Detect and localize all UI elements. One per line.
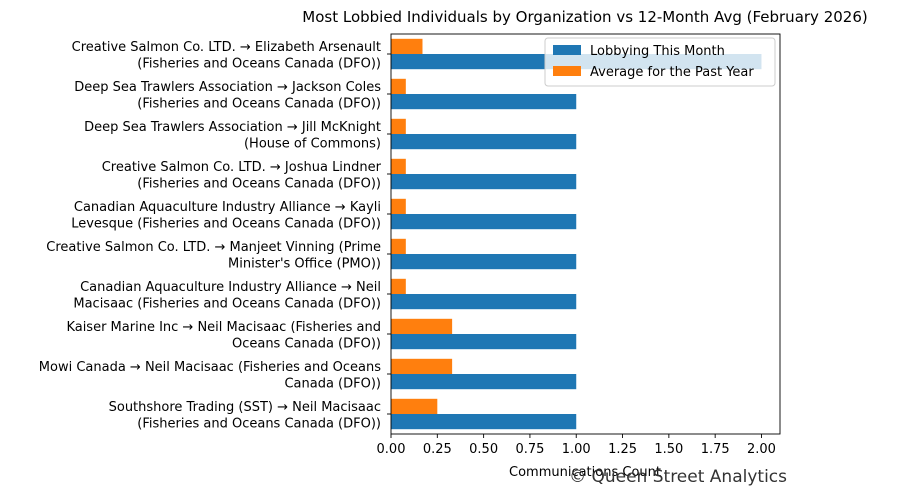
y-tick-label-line: Levesque (Fisheries and Oceans Canada (D…	[71, 217, 381, 232]
y-tick-label: Kaiser Marine Inc → Neil Macisaac (Fishe…	[66, 320, 381, 352]
bar-average	[391, 118, 406, 134]
bar-this-month	[391, 254, 577, 270]
x-tick-label: 2.00	[747, 442, 776, 457]
y-tick-label: Creative Salmon Co. LTD. → Manjeet Vinni…	[46, 240, 381, 272]
y-tick-label-line: Kaiser Marine Inc → Neil Macisaac (Fishe…	[66, 320, 381, 335]
bar-this-month	[391, 134, 577, 150]
bar-average	[391, 38, 423, 54]
y-tick-label-line: (Fisheries and Oceans Canada (DFO))	[137, 97, 381, 112]
y-tick-label-line: Mowi Canada → Neil Macisaac (Fisheries a…	[39, 360, 381, 375]
bar-average	[391, 238, 406, 254]
chart-title: Most Lobbied Individuals by Organization…	[302, 8, 867, 26]
bar-this-month	[391, 174, 577, 190]
y-tick-label: Deep Sea Trawlers Association → Jill McK…	[84, 120, 381, 152]
bar-this-month	[391, 214, 577, 230]
x-axis-label: Communications Count	[509, 465, 661, 480]
bar-average	[391, 318, 453, 334]
axes-frame	[390, 33, 781, 435]
y-tick-label-line: Oceans Canada (DFO))	[232, 337, 381, 352]
y-tick-label-line: Canadian Aquaculture Industry Alliance →…	[80, 280, 381, 295]
x-tick-label: 1.00	[562, 442, 591, 457]
bar-average	[391, 78, 406, 94]
x-tick-label: 0.50	[469, 442, 498, 457]
y-tick-label-line: (Fisheries and Oceans Canada (DFO))	[137, 57, 381, 72]
bar-this-month	[391, 374, 577, 390]
bar-this-month	[391, 94, 577, 110]
bar-average	[391, 158, 406, 174]
y-tick-label-line: Macisaac (Fisheries and Oceans Canada (D…	[73, 297, 381, 312]
y-tick-label-line: Creative Salmon Co. LTD. → Elizabeth Ars…	[72, 40, 381, 55]
y-tick-label: Creative Salmon Co. LTD. → Elizabeth Ars…	[72, 40, 381, 72]
y-tick-label: Canadian Aquaculture Industry Alliance →…	[71, 200, 381, 232]
x-tick-label: 0.25	[423, 442, 452, 457]
y-tick-label: Southshore Trading (SST) → Neil Macisaac…	[109, 400, 381, 432]
y-tick-label-line: (Fisheries and Oceans Canada (DFO))	[137, 177, 381, 192]
y-tick-label: Creative Salmon Co. LTD. → Joshua Lindne…	[102, 160, 382, 192]
y-tick-label-line: (House of Commons)	[244, 137, 381, 152]
y-tick-label-line: (Fisheries and Oceans Canada (DFO))	[137, 417, 381, 432]
bar-average	[391, 398, 438, 414]
legend-label: Lobbying This Month	[590, 44, 725, 59]
legend-swatch	[553, 45, 581, 55]
x-tick-label: 0.75	[515, 442, 544, 457]
bar-this-month	[391, 414, 577, 430]
legend-swatch	[553, 66, 581, 76]
bar-this-month	[391, 334, 577, 350]
x-tick-label: 1.50	[654, 442, 683, 457]
bar-average	[391, 358, 453, 374]
watermark: © Queen Street Analytics	[569, 467, 787, 487]
y-tick-label: Mowi Canada → Neil Macisaac (Fisheries a…	[39, 360, 381, 392]
legend-box	[544, 37, 776, 87]
legend-label: Average for the Past Year	[590, 65, 754, 80]
y-tick-label-line: Southshore Trading (SST) → Neil Macisaac	[109, 400, 381, 415]
y-tick-label-line: Canadian Aquaculture Industry Alliance →…	[74, 200, 381, 215]
y-tick-label-line: Canada (DFO))	[284, 377, 381, 392]
bar-average	[391, 198, 406, 214]
y-tick-label-line: Minister's Office (PMO))	[228, 257, 381, 272]
y-tick-label-line: Creative Salmon Co. LTD. → Joshua Lindne…	[102, 160, 382, 175]
y-tick-label-line: Deep Sea Trawlers Association → Jill McK…	[84, 120, 381, 135]
x-tick-label: 0.00	[377, 442, 406, 457]
plot-area: Creative Salmon Co. LTD. → Elizabeth Ars…	[39, 33, 781, 457]
x-tick-label: 1.25	[608, 442, 637, 457]
y-tick-label-line: Deep Sea Trawlers Association → Jackson …	[74, 80, 381, 95]
y-tick-label: Deep Sea Trawlers Association → Jackson …	[74, 80, 381, 112]
bar-this-month	[391, 294, 577, 310]
bar-average	[391, 278, 406, 294]
x-tick-label: 1.75	[701, 442, 730, 457]
y-tick-label-line: Creative Salmon Co. LTD. → Manjeet Vinni…	[46, 240, 381, 255]
y-tick-label: Canadian Aquaculture Industry Alliance →…	[73, 280, 381, 312]
